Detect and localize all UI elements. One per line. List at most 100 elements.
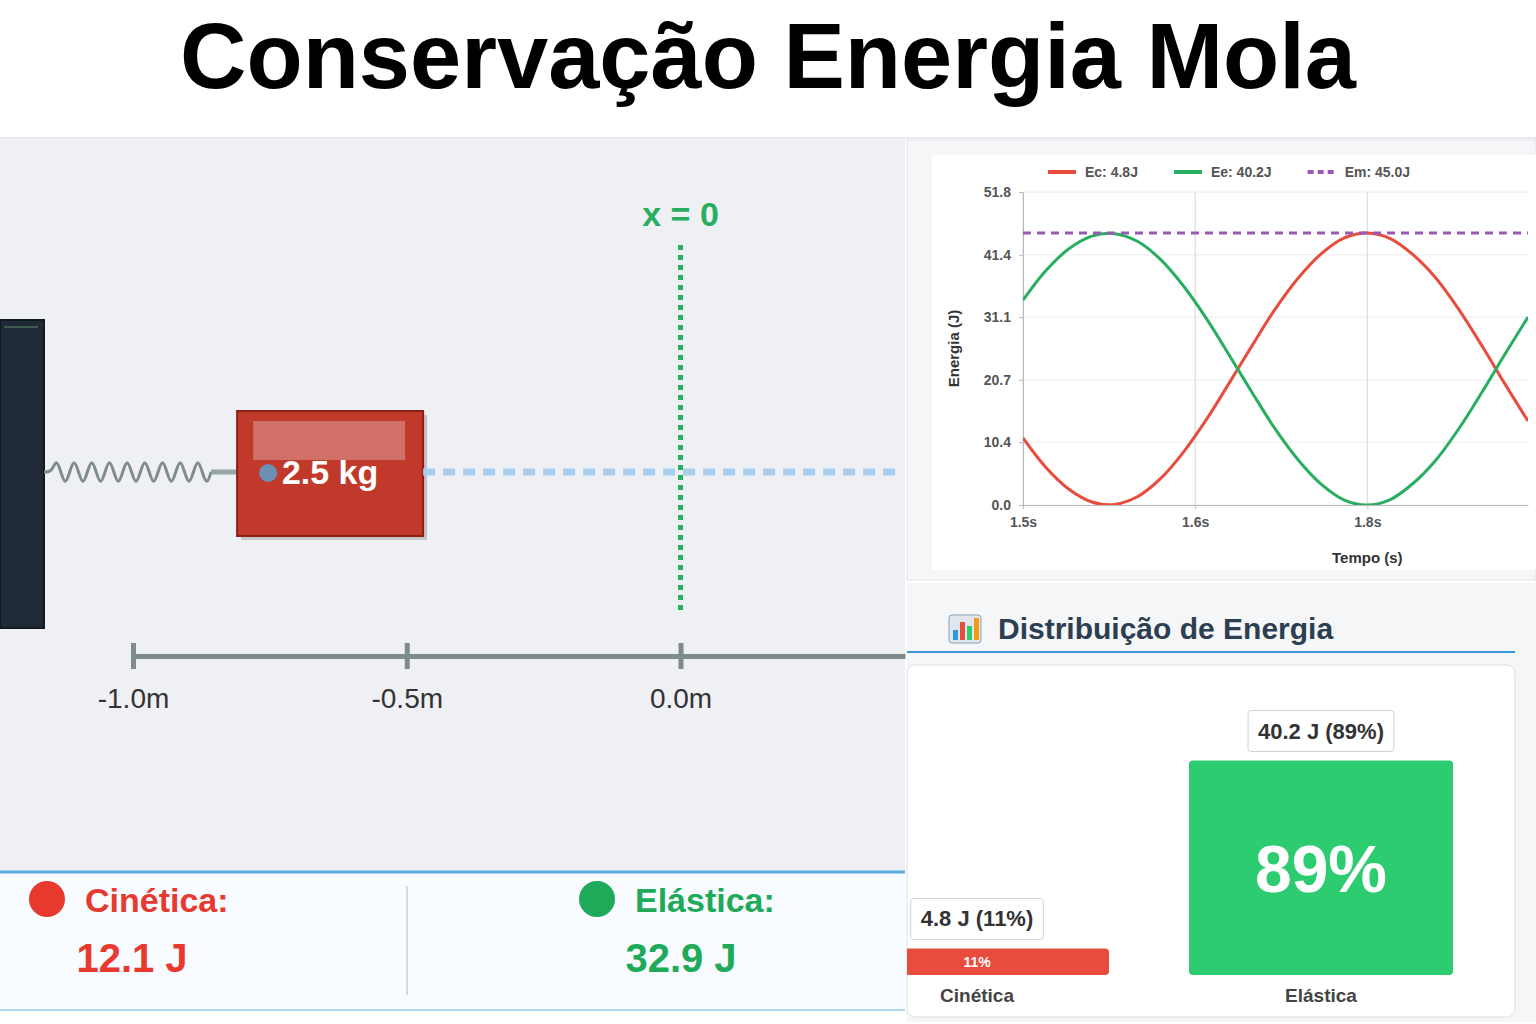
grid-line-x	[1023, 192, 1024, 505]
bar-labels: 11%4.8 J (11%)89%40.2 J (89%)	[911, 711, 1394, 970]
header-divider	[0, 138, 1536, 139]
y-tick-mark	[1019, 380, 1023, 381]
ruler-tick-label: 0.0m	[650, 683, 712, 714]
readouts-divider	[406, 886, 408, 995]
legend-swatch	[1174, 170, 1202, 174]
callout: 40.2 J (89%)	[1248, 711, 1394, 752]
y-tick: 51.8	[984, 184, 1023, 200]
bar-value-label: 89%	[1255, 832, 1387, 906]
grid-line-y	[1023, 442, 1528, 443]
readouts-bottom-border	[0, 1009, 905, 1011]
simulation-panel: x = 0 2.5 kg -1.0m -0.5m 0.0m	[0, 139, 906, 872]
category-label: Elástica	[1285, 984, 1357, 1005]
page: Conservação Energia Mola x = 0 2.5 kg -1.0m…	[0, 0, 1536, 1024]
mass-block: 2.5 kg	[237, 411, 427, 540]
origin-label: x = 0	[642, 195, 719, 233]
category-axis: Cinética Elástica	[940, 984, 1357, 1005]
category-label: Cinética	[940, 984, 1014, 1005]
ruler-tick: 0.0m	[650, 643, 712, 714]
legend-label: Ec: 4.8J	[1085, 164, 1138, 180]
icon-bar	[967, 626, 972, 640]
readouts-background	[0, 872, 905, 1010]
readout-label: Elástica:	[635, 881, 775, 919]
x-tick-mark	[1367, 505, 1368, 509]
readout-dot	[579, 881, 615, 917]
x-tick-label: 1.5s	[1010, 514, 1037, 530]
callout-box	[911, 898, 1044, 939]
simulation-background	[0, 139, 905, 872]
y-tick: 0.0	[992, 497, 1023, 513]
bar	[1189, 761, 1453, 975]
y-axis: 0.010.420.731.141.451.8	[984, 184, 1024, 513]
icon-frame	[949, 615, 981, 643]
x-tick-label: 1.6s	[1182, 514, 1209, 530]
legend-swatch	[1308, 170, 1336, 174]
category-tick: Cinética	[940, 984, 1014, 1005]
grid-line-x	[1195, 192, 1196, 505]
callout: 4.8 J (11%)	[911, 898, 1044, 939]
ruler-tick-label: -0.5m	[371, 683, 443, 714]
block-center-dot	[259, 464, 277, 482]
x-axis-title: Tempo (s)	[1332, 549, 1403, 566]
series-line	[1023, 233, 1528, 505]
y-tick-mark	[1019, 442, 1023, 443]
ruler-tick-mark	[679, 643, 684, 669]
chart-panel	[907, 140, 1536, 580]
category-tick: Elástica	[1285, 984, 1357, 1005]
energy-distribution: Distribuição de Energia11%4.8 J (11%)89%…	[845, 583, 1536, 1022]
y-tick: 20.7	[984, 372, 1023, 388]
y-axis-line	[1023, 193, 1024, 506]
block	[237, 411, 423, 536]
ruler-line	[134, 654, 906, 659]
page-title: Conservação Energia Mola	[180, 5, 1357, 107]
readouts-panel: Cinética:12.1 JElástica:32.9 J	[0, 872, 905, 1010]
y-tick-label: 51.8	[984, 184, 1011, 200]
spring-rod	[211, 470, 237, 475]
x-tick-mark	[1195, 505, 1196, 509]
y-tick: 10.4	[984, 434, 1023, 450]
x-tick-mark	[1023, 505, 1024, 509]
wall-highlight	[4, 326, 38, 328]
grid	[1023, 192, 1528, 505]
y-tick-label: 41.4	[984, 247, 1011, 263]
legend-swatch	[1048, 170, 1076, 174]
bars	[907, 761, 1453, 975]
y-tick: 41.4	[984, 247, 1023, 263]
x-axis-line	[1024, 505, 1529, 506]
series-line	[1023, 233, 1528, 505]
x-tick: 1.5s	[1010, 505, 1037, 530]
position-guide	[423, 469, 900, 476]
callout-label: 40.2 J (89%)	[1258, 719, 1384, 744]
readout-label: Cinética:	[85, 881, 229, 919]
origin-line	[678, 245, 683, 615]
wall	[0, 320, 44, 628]
legend-item: Ee: 40.2J	[1174, 164, 1272, 180]
y-tick-label: 0.0	[992, 497, 1012, 513]
mass-label: 2.5 kg	[282, 453, 378, 491]
x-axis: 1.5s 1.6s 1.8s	[1010, 505, 1529, 530]
callout-box	[1248, 711, 1394, 752]
ruler-tick-mark	[405, 643, 410, 669]
x-tick-label: 1.8s	[1354, 514, 1381, 530]
readouts-top-border	[0, 871, 905, 874]
distribution-title: Distribuição de Energia	[998, 612, 1333, 645]
y-tick-mark	[1019, 255, 1023, 256]
series-line	[1023, 232, 1528, 235]
y-tick-mark	[1019, 192, 1023, 193]
ruler-tick-label: -1.0m	[98, 683, 170, 714]
y-tick-label: 10.4	[984, 434, 1011, 450]
legend-item: Ec: 4.8J	[1048, 164, 1138, 180]
y-tick-label: 20.7	[984, 372, 1011, 388]
x-tick: 1.8s	[1354, 505, 1381, 530]
legend-label: Ee: 40.2J	[1211, 164, 1272, 180]
ruler-tick: -1.0m	[98, 643, 170, 714]
icon-bar	[953, 630, 958, 640]
readout-value: 12.1 J	[76, 936, 187, 980]
legend: Ec: 4.8J Ee: 40.2J Em: 45.0J	[1048, 164, 1410, 180]
y-axis-title: Energia (J)	[945, 310, 962, 388]
callout-label: 4.8 J (11%)	[921, 906, 1034, 931]
bar	[907, 948, 1109, 975]
readout-dot	[29, 881, 65, 917]
energy-time-chart: 1.5s1.6s1.8s0.010.420.731.141.451.8Energ…	[907, 140, 1536, 580]
legend-item: Em: 45.0J	[1308, 164, 1410, 180]
